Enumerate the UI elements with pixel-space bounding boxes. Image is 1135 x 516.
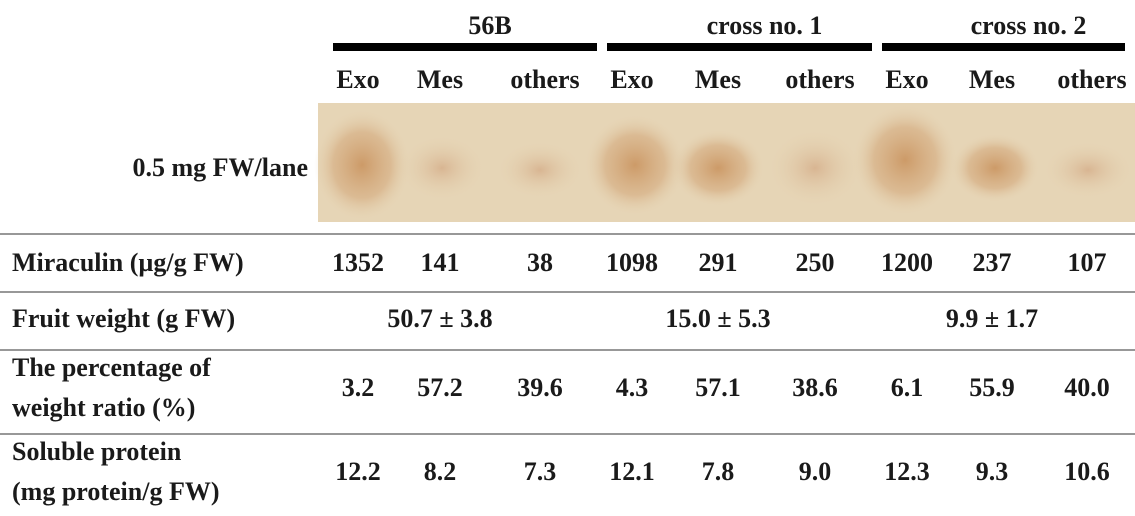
cell-value: 7.3 — [524, 457, 557, 486]
lane-header: Exo — [610, 65, 653, 94]
cell-value: 38 — [527, 248, 553, 277]
cell-value: 7.8 — [702, 457, 735, 486]
group-bar — [607, 43, 872, 51]
cell-value: 1352 — [332, 248, 384, 277]
group-header: cross no. 1 — [707, 11, 823, 40]
row-label: (mg protein/g FW) — [12, 477, 220, 506]
cell-value: 38.6 — [792, 373, 838, 402]
cell-value: 40.0 — [1064, 373, 1110, 402]
cell-value: 250 — [796, 248, 835, 277]
cell-value: 291 — [699, 248, 738, 277]
cell-value: 9.0 — [799, 457, 832, 486]
lane-header: Exo — [336, 65, 379, 94]
cell-value: 8.2 — [424, 457, 457, 486]
gel-image — [314, 103, 1135, 222]
group-header: 56B — [468, 11, 511, 40]
row-label: The percentage of — [12, 353, 211, 382]
figure: 0.5 mg FW/lane 56B Exo Mes others cross no. … — [0, 0, 1135, 516]
cell-value: 12.3 — [884, 457, 930, 486]
lane-header: Mes — [695, 65, 741, 94]
cell-value: 4.3 — [616, 373, 649, 402]
cell-value: 15.0 ± 5.3 — [665, 304, 770, 333]
lane-header: Mes — [417, 65, 463, 94]
cell-value: 57.2 — [417, 373, 463, 402]
cell-value: 237 — [973, 248, 1012, 277]
row-label: Fruit weight (g FW) — [12, 304, 235, 333]
gel-label: 0.5 mg FW/lane — [133, 153, 309, 182]
cell-value: 57.1 — [695, 373, 741, 402]
group-header: cross no. 2 — [971, 11, 1087, 40]
cell-value: 10.6 — [1064, 457, 1110, 486]
lane-header: Mes — [969, 65, 1015, 94]
row-label: Soluble protein — [12, 437, 182, 466]
row-label: Miraculin (µg/g FW) — [12, 248, 244, 277]
cell-value: 9.3 — [976, 457, 1009, 486]
lane-header: others — [785, 65, 854, 94]
group-bar — [333, 43, 597, 51]
cell-value: 12.1 — [609, 457, 655, 486]
lane-header: others — [510, 65, 579, 94]
cell-value: 9.9 ± 1.7 — [946, 304, 1038, 333]
cell-value: 1098 — [606, 248, 658, 277]
cell-value: 39.6 — [517, 373, 563, 402]
cell-value: 3.2 — [342, 373, 375, 402]
row-label: weight ratio (%) — [12, 393, 195, 422]
cell-value: 1200 — [881, 248, 933, 277]
group-bar — [882, 43, 1125, 51]
cell-value: 55.9 — [969, 373, 1015, 402]
cell-value: 6.1 — [891, 373, 924, 402]
cell-value: 12.2 — [335, 457, 381, 486]
cell-value: 141 — [421, 248, 460, 277]
cell-value: 50.7 ± 3.8 — [387, 304, 492, 333]
lane-header: others — [1057, 65, 1126, 94]
cell-value: 107 — [1068, 248, 1107, 277]
lane-header: Exo — [885, 65, 928, 94]
